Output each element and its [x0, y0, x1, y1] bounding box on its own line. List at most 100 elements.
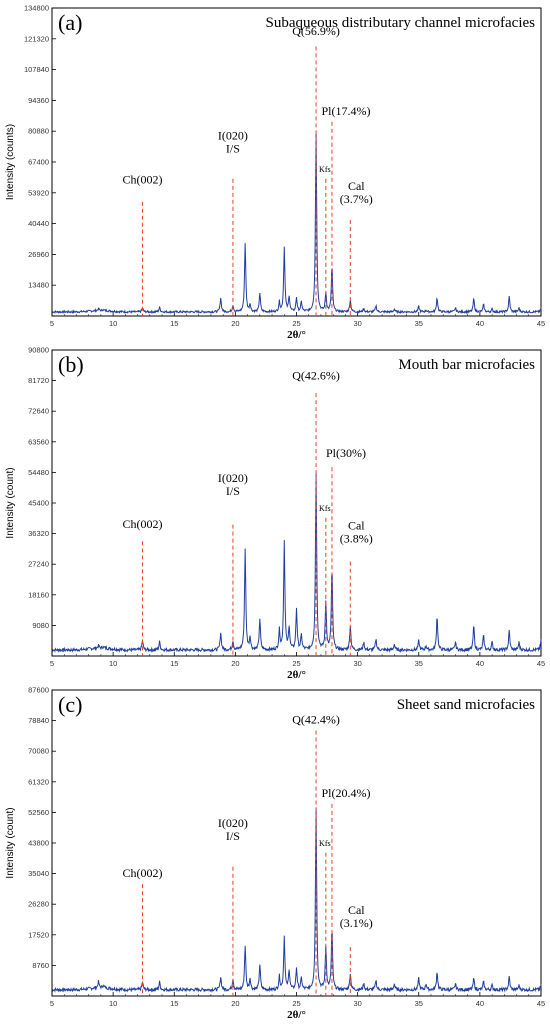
panel-letter: (b) [58, 352, 84, 377]
y-tick-label: 63560 [28, 437, 49, 446]
xrd-trace [51, 807, 542, 993]
peak-label-secondary: I/S [226, 141, 240, 155]
y-tick-label: 70080 [28, 747, 49, 756]
plot-frame [51, 7, 542, 317]
y-tick-label: 80880 [28, 127, 49, 136]
x-tick-label: 30 [353, 659, 361, 668]
peak-label-secondary: (3.1%) [340, 916, 373, 930]
x-tick-label: 20 [231, 659, 239, 668]
y-tick-label: 40440 [28, 219, 49, 228]
y-tick-label: 67400 [28, 158, 49, 167]
x-tick-label: 35 [415, 999, 423, 1008]
peak-label-secondary: I/S [226, 484, 240, 498]
peak-label: Pl(17.4%) [321, 104, 370, 118]
y-tick-label: 61320 [28, 777, 49, 786]
y-tick-label: 54480 [28, 468, 49, 477]
y-tick-label: 107840 [24, 65, 49, 74]
x-axis-label: 2θ/° [287, 329, 306, 341]
x-tick-label: 40 [476, 999, 484, 1008]
x-tick-label: 5 [50, 319, 54, 328]
x-tick-label: 30 [353, 319, 361, 328]
x-tick-label: 30 [353, 999, 361, 1008]
panel-title: Subaqueous distributary channel microfac… [265, 15, 535, 31]
peak-label: Cal [348, 518, 365, 532]
x-tick-label: 10 [109, 319, 117, 328]
x-tick-label: 40 [476, 319, 484, 328]
y-axis-label: Intensity (count) [5, 807, 16, 878]
chart-svg-2: 8760 17520 26280 35040 43800 52560 61320 70080 7… [5, 686, 545, 1022]
peak-label: Q(42.4%) [292, 713, 340, 727]
y-tick-label: 17520 [28, 930, 49, 939]
peak-label: I(020) [218, 128, 248, 142]
y-tick-label: 134800 [24, 4, 49, 13]
y-tick-label: 78840 [28, 716, 49, 725]
y-tick-label: 36320 [28, 529, 49, 538]
x-tick-label: 45 [537, 659, 545, 668]
x-tick-label: 35 [415, 659, 423, 668]
peak-label: Kfs [319, 504, 331, 513]
peak-label-secondary: (3.8%) [340, 531, 373, 545]
peak-label: I(020) [218, 471, 248, 485]
peak-label: Kfs [319, 165, 331, 174]
xrd-trace [51, 473, 542, 654]
x-tick-label: 10 [109, 999, 117, 1008]
y-axis-label: Intensity (count) [5, 467, 16, 538]
y-tick-label: 53920 [28, 188, 49, 197]
y-tick-label: 8760 [32, 961, 49, 970]
x-tick-label: 45 [537, 999, 545, 1008]
y-tick-label: 26960 [28, 250, 49, 259]
y-tick-label: 81720 [28, 376, 49, 385]
peak-label: Cal [348, 903, 365, 917]
peak-label-secondary: (3.7%) [340, 192, 373, 206]
y-tick-label: 72640 [28, 407, 49, 416]
y-tick-label: 45400 [28, 499, 49, 508]
panel-b: 9080 18160 27240 36320 45400 54480 63560 72640 8… [0, 342, 550, 682]
x-tick-label: 25 [292, 999, 300, 1008]
y-axis-label: Intensity (counts) [5, 124, 16, 200]
peak-label: Cal [348, 179, 365, 193]
x-axis-label: 2θ/° [287, 1009, 306, 1021]
x-tick-label: 40 [476, 659, 484, 668]
chart-svg-1: 9080 18160 27240 36320 45400 54480 63560 72640 8… [5, 346, 545, 682]
panel-letter: (a) [58, 10, 82, 35]
peak-label: Q(42.6%) [292, 369, 340, 383]
panel-letter: (c) [58, 692, 82, 717]
y-tick-label: 18160 [28, 590, 49, 599]
x-tick-label: 10 [109, 659, 117, 668]
y-tick-label: 35040 [28, 869, 49, 878]
xrd-trace [52, 133, 542, 315]
chart-svg-0: 13480 26960 40440 53920 67400 80880 94360 10784… [5, 4, 545, 342]
panel-c: 8760 17520 26280 35040 43800 52560 61320 70080 7… [0, 682, 550, 1027]
peak-label: Ch(002) [122, 172, 162, 186]
y-tick-label: 26280 [28, 900, 49, 909]
x-axis-label: 2θ/° [287, 669, 306, 681]
peak-label: Ch(002) [122, 517, 162, 531]
x-tick-label: 25 [292, 659, 300, 668]
y-tick-label: 27240 [28, 560, 49, 569]
y-tick-label: 9080 [32, 621, 49, 630]
x-tick-label: 5 [50, 999, 54, 1008]
x-tick-label: 45 [537, 319, 545, 328]
x-tick-label: 15 [170, 999, 178, 1008]
y-tick-label: 94360 [28, 96, 49, 105]
panel-a: 13480 26960 40440 53920 67400 80880 94360 10784… [0, 0, 550, 342]
peak-label: Pl(30%) [326, 446, 366, 460]
panel-title: Mouth bar microfacies [398, 357, 535, 373]
plot-frame [51, 689, 542, 997]
x-tick-label: 20 [231, 319, 239, 328]
peak-label: Kfs [319, 839, 331, 848]
x-tick-label: 20 [231, 999, 239, 1008]
peak-label: I(020) [218, 816, 248, 830]
peak-label-secondary: I/S [226, 829, 240, 843]
x-tick-label: 15 [170, 319, 178, 328]
panel-title: Sheet sand microfacies [397, 697, 535, 713]
peak-label: Ch(002) [122, 866, 162, 880]
y-tick-label: 87600 [28, 686, 49, 695]
x-tick-label: 5 [50, 659, 54, 668]
x-tick-label: 25 [292, 319, 300, 328]
peak-label: Q(56.9%) [292, 24, 340, 38]
y-tick-label: 121320 [24, 34, 49, 43]
y-tick-label: 90800 [28, 346, 49, 355]
x-tick-label: 35 [415, 319, 423, 328]
y-tick-label: 43800 [28, 839, 49, 848]
